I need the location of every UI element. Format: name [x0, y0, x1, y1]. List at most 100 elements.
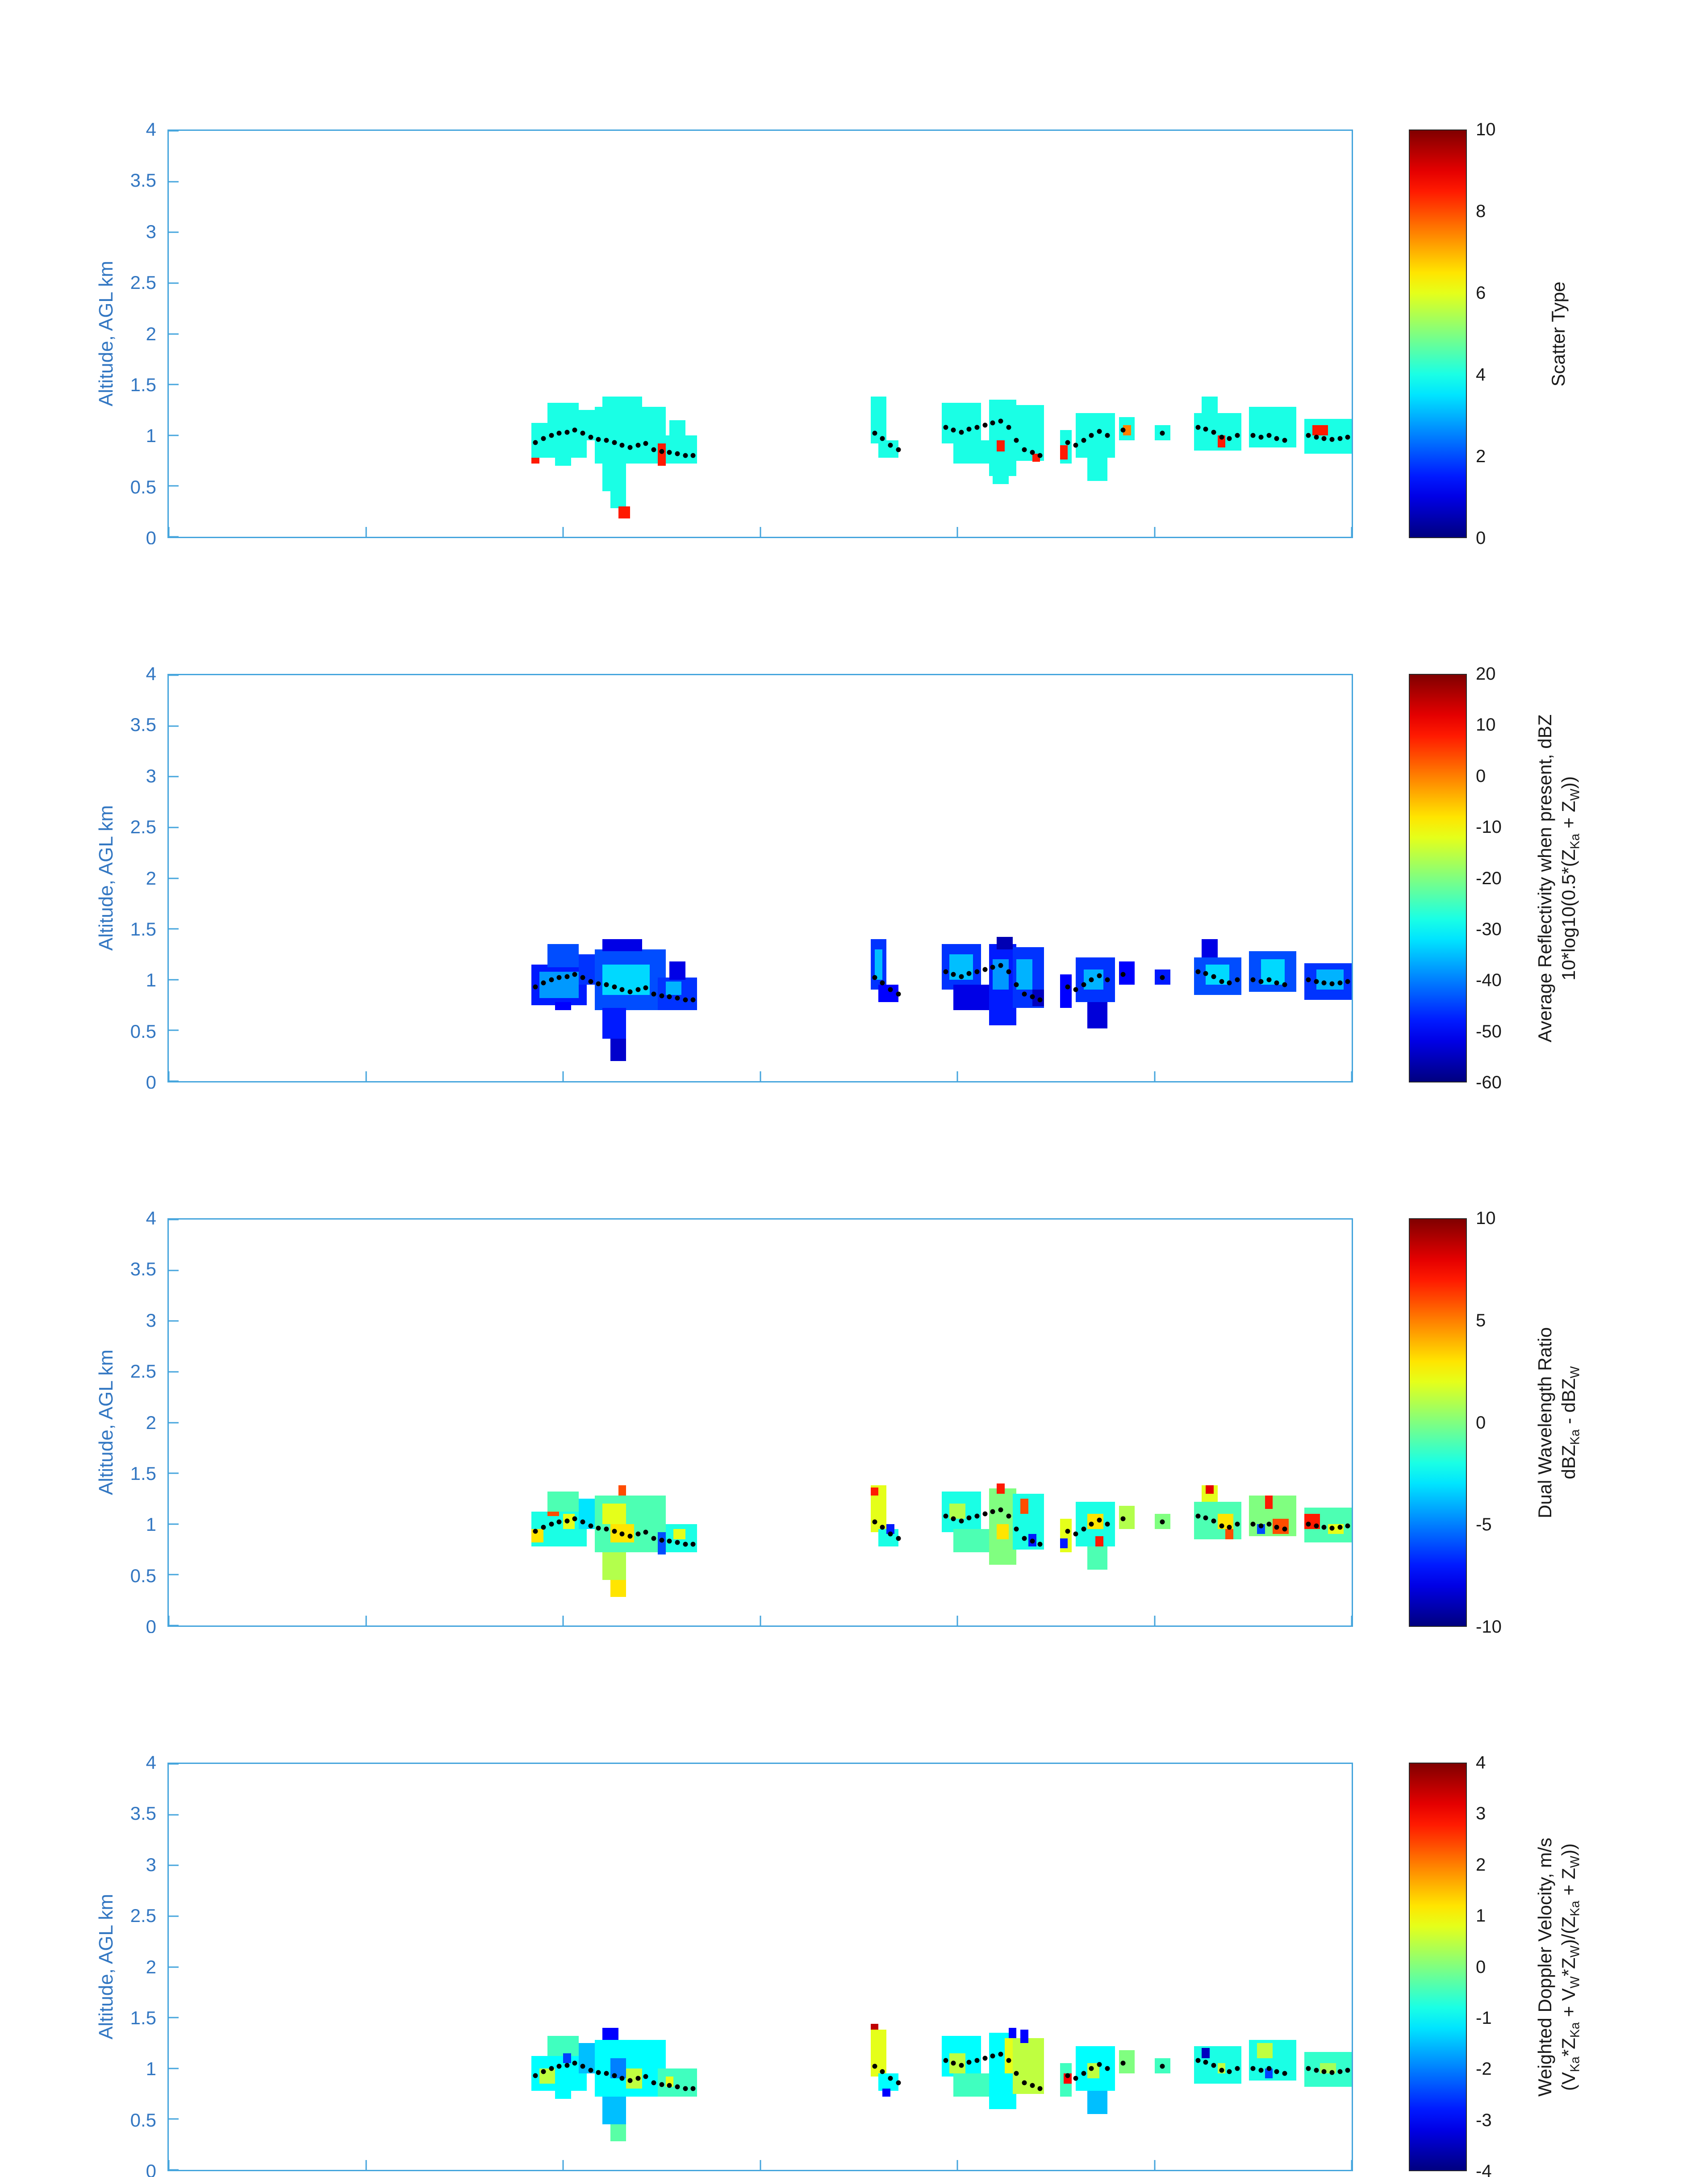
- colorbar: -60 -50 -40 -30 -20 -10 0 10 20 Average Reflecti…: [1409, 665, 1708, 1091]
- colorbar-label: Scatter Type: [1547, 281, 1570, 386]
- track-dot: [683, 1542, 688, 1547]
- colorbar-label-line: dBZKa - dBZW: [1558, 1366, 1583, 1479]
- x-tick-mark: [1351, 527, 1353, 537]
- track-dot: [564, 974, 570, 979]
- y-tick-mark: [169, 1029, 179, 1031]
- track-dot: [982, 1511, 988, 1517]
- track-dot: [1195, 425, 1201, 430]
- track-dot: [1266, 977, 1272, 982]
- track-dot: [533, 984, 538, 990]
- track-dot: [1160, 1519, 1165, 1525]
- colorbar-label: Weighted Doppler Velocity, m/s (VKa*ZKa +…: [1533, 1838, 1583, 2097]
- track-dot: [1227, 2069, 1232, 2074]
- x-tick-mark: [365, 2160, 367, 2170]
- track-dot: [690, 1542, 696, 1547]
- track-dot: [533, 1529, 538, 1534]
- plot-area: [167, 130, 1353, 538]
- track-dot: [1211, 2063, 1216, 2068]
- track-dot: [896, 1536, 901, 1541]
- heatmap-cell: [547, 2036, 579, 2056]
- heatmap-cell: [602, 1504, 626, 1524]
- track-dot: [998, 963, 1003, 968]
- track-dot: [1203, 1515, 1208, 1521]
- heatmap-cell: [555, 2090, 571, 2099]
- track-dot: [596, 2070, 601, 2075]
- colorbar-tick-label: -3: [1476, 2110, 1492, 2130]
- track-dot: [1097, 2062, 1102, 2067]
- x-tick-mark: [956, 527, 958, 537]
- heatmap-cell: [953, 1529, 989, 1553]
- colorbar-label-line: 10*log10(0.5*(ZKa + ZW)): [1558, 776, 1583, 981]
- y-tick-mark: [169, 1625, 179, 1626]
- heatmap-cell: [602, 1552, 626, 1580]
- colorbar-tick-labels: 0 2 4 6 8 10: [1409, 121, 1708, 547]
- plot-area: [167, 674, 1353, 1082]
- track-dot: [880, 436, 885, 441]
- track-dot: [1014, 438, 1019, 443]
- track-dot: [1345, 1523, 1350, 1529]
- track-dot: [541, 980, 546, 986]
- track-dot: [1120, 1516, 1126, 1521]
- x-tick-mark: [1351, 1616, 1353, 1625]
- track-dot: [1258, 1523, 1264, 1529]
- heatmap-cell: [1206, 964, 1230, 985]
- x-tick-mark: [760, 1071, 761, 1081]
- y-tick-label: 1: [146, 1514, 156, 1535]
- y-tick-mark: [169, 725, 179, 727]
- track-dot: [1081, 1526, 1086, 1532]
- heatmap-cell: [1020, 1498, 1028, 1514]
- track-dot: [1195, 1513, 1201, 1519]
- track-dot: [1089, 1521, 1094, 1527]
- track-dot: [1266, 1521, 1272, 1527]
- track-dot: [1006, 425, 1011, 430]
- chart-panel-4: Altitude, AGL km UTC hours on 20240911 -…: [0, 1633, 1708, 2177]
- track-dot: [659, 993, 664, 999]
- track-dot: [659, 1538, 664, 1543]
- track-dot: [533, 2073, 538, 2078]
- heatmap-cell: [610, 1038, 626, 1061]
- track-dot: [1105, 1521, 1110, 1527]
- track-dot: [667, 2083, 672, 2088]
- heatmap-cell: [555, 457, 571, 466]
- track-dot: [1030, 450, 1035, 455]
- track-dot: [1321, 980, 1327, 986]
- track-dot: [966, 971, 972, 976]
- track-dot: [1105, 2066, 1110, 2071]
- track-dot: [683, 2086, 688, 2091]
- track-dot: [959, 2063, 964, 2068]
- track-dot: [635, 1531, 641, 1537]
- x-tick-mark: [760, 2160, 761, 2170]
- track-dot: [872, 1519, 877, 1525]
- track-dot: [1314, 979, 1319, 984]
- track-dot: [1219, 435, 1224, 440]
- y-tick-label: 2.5: [130, 272, 156, 293]
- heatmap-cell: [594, 407, 666, 464]
- heatmap-cell: [949, 1504, 965, 1519]
- y-tick-label: 0.5: [130, 2109, 156, 2131]
- colorbar-tick-label: 20: [1476, 664, 1496, 684]
- heatmap-cell: [882, 2089, 890, 2097]
- y-tick-label: 3.5: [130, 1803, 156, 1824]
- track-dot: [1014, 2071, 1019, 2076]
- track-dot: [1306, 977, 1311, 982]
- heatmap-cell: [1016, 959, 1032, 990]
- track-dot: [1337, 436, 1342, 441]
- x-tick-mark: [562, 1071, 564, 1081]
- track-dot: [635, 443, 641, 448]
- x-tick-mark: [562, 527, 564, 537]
- y-tick-mark: [169, 2068, 179, 2069]
- heatmap-cell: [1060, 445, 1068, 460]
- track-dot: [1274, 980, 1279, 986]
- track-dot: [959, 974, 964, 979]
- heatmap-cell: [993, 474, 1009, 484]
- track-dot: [675, 451, 680, 456]
- heatmap-cell: [1265, 2068, 1273, 2079]
- y-tick-label: 3.5: [130, 1258, 156, 1280]
- track-dot: [643, 1529, 648, 1535]
- y-tick-mark: [169, 435, 179, 436]
- y-tick-label: 1: [146, 2058, 156, 2080]
- colorbar-label-line: Dual Wavelength Ratio: [1534, 1327, 1556, 1518]
- y-tick-mark: [169, 1864, 179, 1866]
- heatmap-cell: [547, 944, 579, 968]
